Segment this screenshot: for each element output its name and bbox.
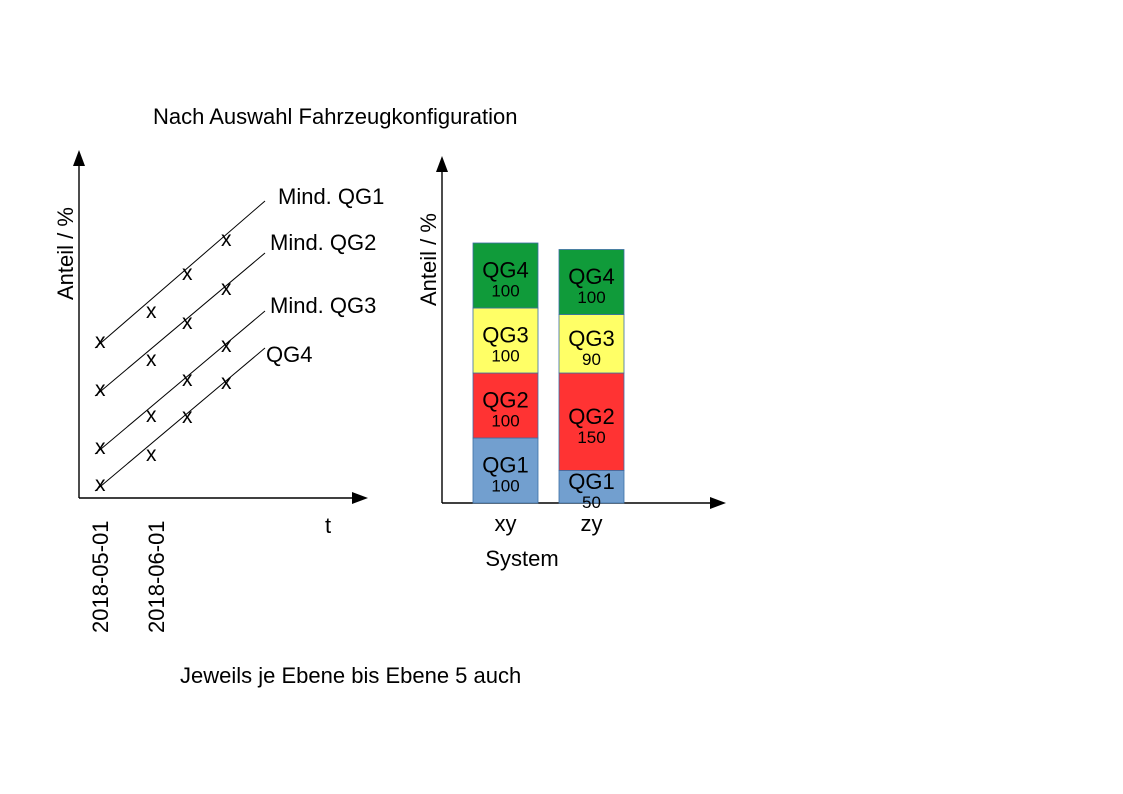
marker: x — [182, 262, 193, 285]
segment-value: 100 — [491, 412, 519, 431]
line-markers-mind-qg1: x x x x — [95, 228, 232, 353]
marker: x — [221, 334, 232, 357]
category-labels: xy zy — [495, 511, 603, 536]
segment-value: 100 — [577, 288, 605, 307]
line-label-mind-qg3: Mind. QG3 — [270, 293, 376, 318]
line-markers-mind-qg3: x x x x — [95, 334, 232, 459]
time-chart: Anteil / % t 2018-05-01 2018-06-01 Mind.… — [53, 150, 384, 633]
marker: x — [95, 473, 106, 496]
page-title: Nach Auswahl Fahrzeugkonfiguration — [153, 104, 517, 129]
bar-segment-zy-qg2 — [558, 372, 625, 471]
marker: x — [146, 348, 157, 371]
line-label-mind-qg1: Mind. QG1 — [278, 184, 384, 209]
segment-label: QG4 — [482, 258, 528, 283]
segment-label: QG3 — [482, 323, 528, 348]
left-y-axis-label: Anteil / % — [53, 207, 78, 300]
segment-value: 100 — [491, 477, 519, 496]
marker: x — [182, 311, 193, 334]
marker: x — [95, 330, 106, 353]
bar-x-axis-label: System — [485, 546, 558, 571]
marker: x — [95, 378, 106, 401]
marker: x — [146, 404, 157, 427]
line-markers-mind-qg2: x x x x — [95, 277, 232, 401]
bar-segment-xy-qg4 — [472, 242, 539, 309]
segment-label: QG1 — [568, 469, 614, 494]
bar-y-axis-arrow — [436, 156, 448, 172]
marker: x — [221, 277, 232, 300]
marker: x — [182, 405, 193, 428]
left-y-axis-arrow — [73, 150, 85, 166]
segment-value: 100 — [491, 347, 519, 366]
marker: x — [146, 300, 157, 323]
footer-note: Jeweils je Ebene bis Ebene 5 auch — [180, 663, 521, 688]
trend-line-mind-qg1 — [94, 200, 266, 349]
segment-label: QG2 — [482, 388, 528, 413]
trend-line-qg4 — [94, 347, 266, 492]
marker: x — [146, 443, 157, 466]
line-label-qg4: QG4 — [266, 342, 312, 367]
left-x-axis-label: t — [325, 513, 331, 538]
marker: x — [182, 368, 193, 391]
bar-segment-zy-qg3 — [558, 314, 625, 374]
segment-label: QG2 — [568, 404, 614, 429]
date-label-2: 2018-06-01 — [144, 520, 169, 633]
trend-line-mind-qg2 — [94, 252, 266, 397]
segment-value: 90 — [582, 350, 601, 369]
line-label-mind-qg2: Mind. QG2 — [270, 230, 376, 255]
category-label: xy — [495, 511, 517, 536]
segment-value: 50 — [582, 493, 601, 512]
bar-segment-xy-qg2 — [472, 372, 539, 439]
segment-label: QG1 — [482, 453, 528, 478]
segment-value: 150 — [577, 428, 605, 447]
bar-segment-zy-qg4 — [558, 249, 625, 315]
bar-segment-zy-qg1 — [558, 470, 625, 504]
bar-segment-xy-qg1 — [472, 437, 539, 504]
bar-segment-xy-qg3 — [472, 307, 539, 374]
left-x-axis-arrow — [352, 492, 368, 504]
marker: x — [221, 228, 232, 251]
trend-line-mind-qg3 — [94, 310, 266, 455]
segment-label: QG4 — [568, 264, 614, 289]
date-label-1: 2018-05-01 — [88, 520, 113, 633]
stacked-bar-chart: Anteil / % System QG1100QG2100QG3100QG41… — [416, 156, 726, 571]
line-markers-qg4: x x x x — [95, 371, 232, 496]
segment-value: 100 — [491, 282, 519, 301]
marker: x — [221, 371, 232, 394]
marker: x — [95, 436, 106, 459]
bars-group: QG1100QG2100QG3100QG4100QG150QG2150QG390… — [472, 242, 625, 512]
bar-y-axis-label: Anteil / % — [416, 213, 441, 306]
segment-label: QG3 — [568, 326, 614, 351]
bar-x-axis-arrow — [710, 497, 726, 509]
category-label: zy — [581, 511, 603, 536]
